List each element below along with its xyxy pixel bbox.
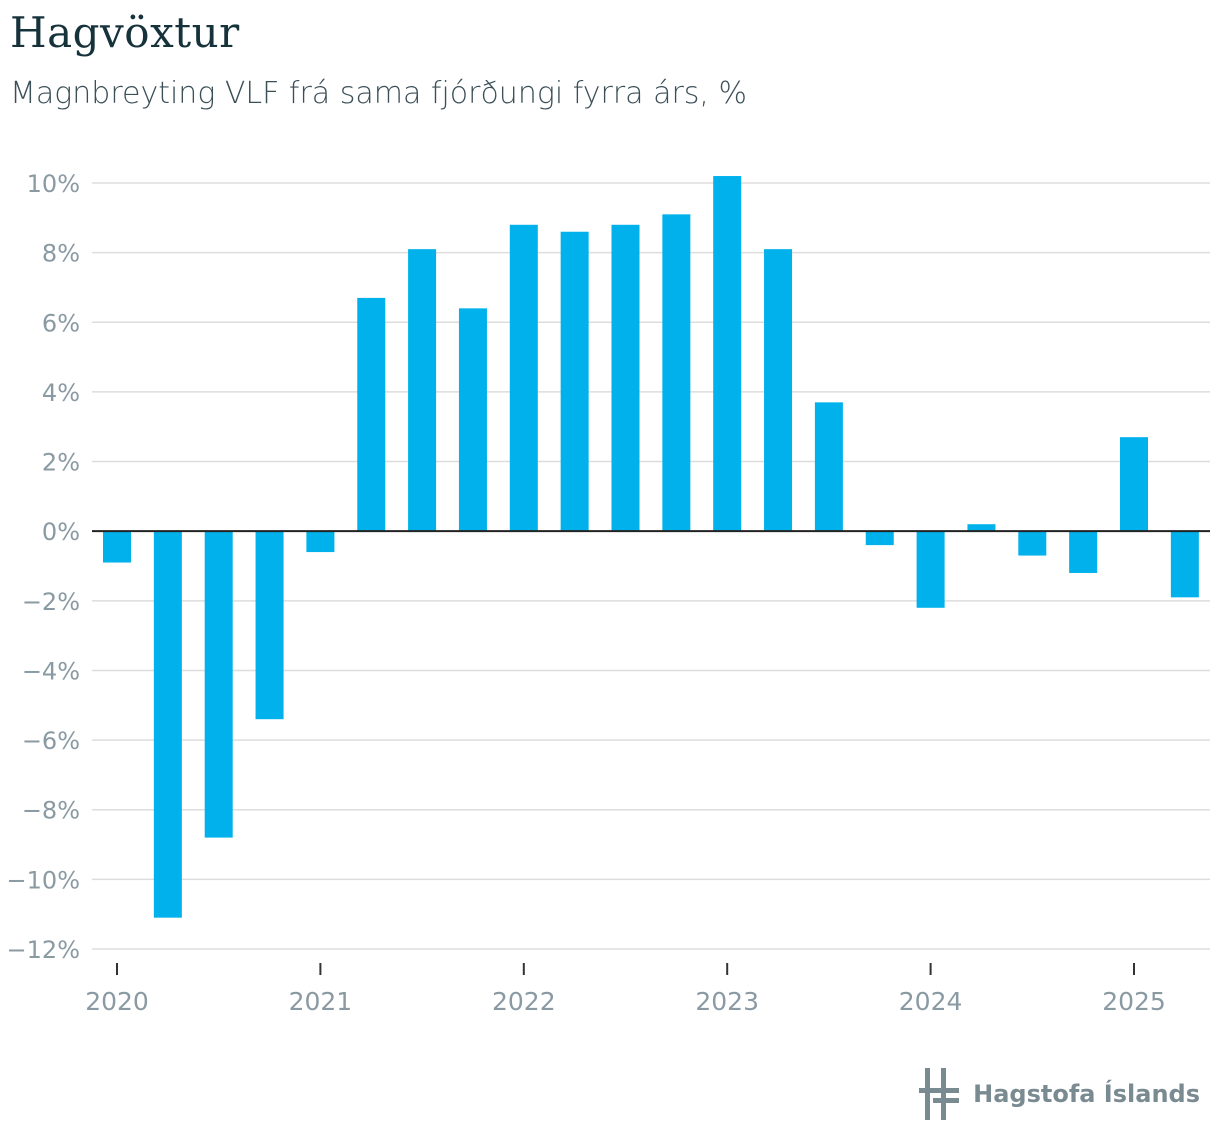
brand-name: Hagstofa Íslands <box>973 1080 1200 1108</box>
bar-2020Q4 <box>255 531 284 720</box>
bar-2024Q3 <box>1018 531 1047 556</box>
x-tick-label: 2021 <box>289 987 353 1016</box>
hagstofa-logo-icon <box>919 1068 960 1120</box>
bar-2020Q2 <box>153 531 182 918</box>
x-tick-label: 2020 <box>85 987 149 1016</box>
bar-2020Q3 <box>204 531 233 838</box>
x-tick-label: 2022 <box>492 987 556 1016</box>
chart-subtitle: Magnbreyting VLF frá sama fjórðungi fyrr… <box>10 76 748 111</box>
bar-2023Q3 <box>814 402 843 532</box>
bar-2024Q4 <box>1069 531 1098 573</box>
x-axis-ticks: 2020 2021 2022 2023 2024 2025 <box>85 963 1166 1016</box>
y-tick-label: 0% <box>42 518 80 546</box>
bar-2025Q1 <box>1120 437 1148 532</box>
y-tick-label: 2% <box>42 449 80 477</box>
bar-2022Q4 <box>662 214 691 532</box>
y-tick-label: −2% <box>22 588 80 616</box>
x-tick-label: 2025 <box>1102 987 1166 1016</box>
brand-logo: Hagstofa Íslands <box>919 1068 1200 1120</box>
bar-2023Q2 <box>764 249 793 532</box>
y-tick-label: 10% <box>27 170 80 198</box>
y-tick-label: −12% <box>7 936 80 964</box>
bar-2021Q2 <box>357 297 386 532</box>
x-tick-label: 2024 <box>899 987 963 1016</box>
bar-2022Q3 <box>611 224 640 532</box>
y-tick-label: −8% <box>22 797 80 825</box>
bar-2020Q1 <box>103 531 131 563</box>
bar-2021Q4 <box>458 308 487 532</box>
y-tick-label: 8% <box>42 240 80 268</box>
bar-2024Q1 <box>916 531 945 608</box>
bar-chart: 10%8%6%4%2%0%−2%−4%−6%−8%−10%−12% 2020 20… <box>7 170 1210 1016</box>
bar-2023Q4 <box>865 531 894 546</box>
bar-2024Q2 <box>967 524 996 532</box>
y-tick-label: −4% <box>22 657 80 685</box>
bar-2021Q1 <box>306 531 335 553</box>
y-tick-label: 4% <box>42 379 80 407</box>
y-tick-label: −10% <box>7 866 80 894</box>
bar-2025Q2 <box>1170 531 1199 598</box>
bar-2022Q2 <box>560 231 589 532</box>
x-tick-label: 2023 <box>695 987 759 1016</box>
bars <box>103 176 1199 918</box>
bar-2023Q1 <box>713 176 742 532</box>
chart-title: Hagvöxtur <box>10 8 240 57</box>
bar-2021Q3 <box>408 249 437 532</box>
y-tick-label: −6% <box>22 727 80 755</box>
y-tick-label: 6% <box>42 309 80 337</box>
y-axis-tick-labels: 10% 8% 6% 4% 2% 0% −2% −4% −6% −8% −10% −12% <box>7 170 80 964</box>
bar-2022Q1 <box>509 224 538 532</box>
